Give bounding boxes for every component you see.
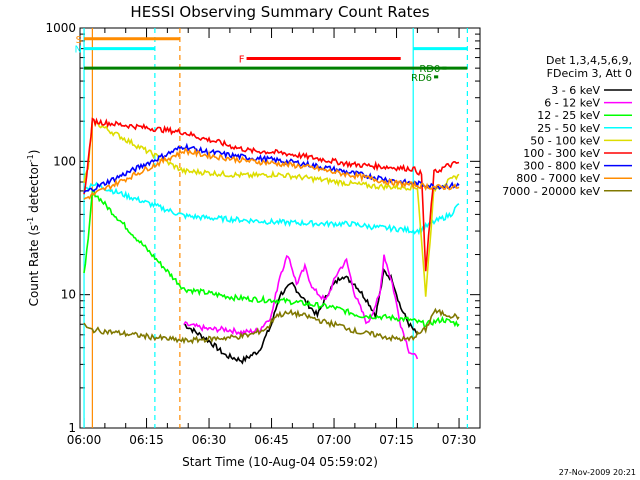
x-tick-label: 06:30 [192, 433, 227, 447]
legend-label: 800 - 7000 keV [516, 172, 600, 185]
legend-label: 100 - 300 keV [523, 147, 600, 160]
legend-label: 300 - 800 keV [523, 160, 600, 173]
flag-label: N [75, 45, 82, 56]
legend-label: 12 - 25 keV [537, 109, 600, 122]
flag-label: RD0 [419, 64, 440, 75]
series-line [83, 117, 460, 297]
y-tick-label: 1000 [45, 21, 76, 35]
y-tick-label: 10 [61, 288, 76, 302]
x-axis: 06:00 06:15 06:30 06:45 07:00 07:15 07:30 [67, 28, 477, 447]
legend-label: 25 - 50 keV [537, 122, 600, 135]
y-axis-label-part2: detector [27, 162, 41, 217]
legend-label: 3 - 6 keV [551, 84, 600, 97]
legend-header-line1: Det 1,3,4,5,6,9, [546, 54, 632, 67]
flag-label: RD6 [411, 73, 432, 84]
y-axis: 1 10 100 1000 [45, 21, 480, 435]
legend-label: 6 - 12 keV [544, 97, 600, 110]
y-axis-label-sup1: -1 [26, 217, 35, 225]
flag-label: F [239, 55, 245, 66]
series-line [183, 268, 419, 365]
plot-frame [79, 27, 481, 429]
x-tick-label: 06:00 [67, 433, 102, 447]
series-line [83, 181, 460, 236]
series-line [83, 117, 460, 272]
x-tick-label: 07:00 [317, 433, 352, 447]
y-axis-label-part1: Count Rate (s [27, 225, 41, 307]
x-axis-label: Start Time (10-Aug-04 05:59:02) [182, 455, 378, 469]
legend-label: 50 - 100 keV [530, 134, 600, 147]
y-tick-label: 100 [53, 154, 76, 168]
y-tick-label: 1 [68, 421, 76, 435]
y-axis-label-part3: ) [27, 150, 41, 155]
series-line [183, 254, 419, 360]
attenuator-markers [83, 28, 468, 428]
x-tick-label: 06:15 [129, 433, 164, 447]
x-tick-label: 07:15 [379, 433, 414, 447]
x-tick-label: 07:30 [442, 433, 477, 447]
series-line [83, 189, 460, 328]
series-line [83, 307, 460, 345]
legend-label: 7000 - 20000 keV [502, 185, 600, 198]
y-axis-label-sup2: -1 [26, 154, 35, 162]
x-tick-label: 06:45 [254, 433, 289, 447]
legend-header-line2: FDecim 3, Att 0 [547, 67, 632, 80]
flag-label: S [76, 35, 82, 46]
chart-title: HESSI Observing Summary Count Rates [130, 3, 429, 21]
footer-timestamp: 27-Nov-2009 20:21 [559, 468, 636, 477]
y-axis-label: Count Rate (s-1 detector-1) [26, 150, 41, 307]
series-line [83, 147, 460, 200]
series-group [83, 117, 460, 365]
